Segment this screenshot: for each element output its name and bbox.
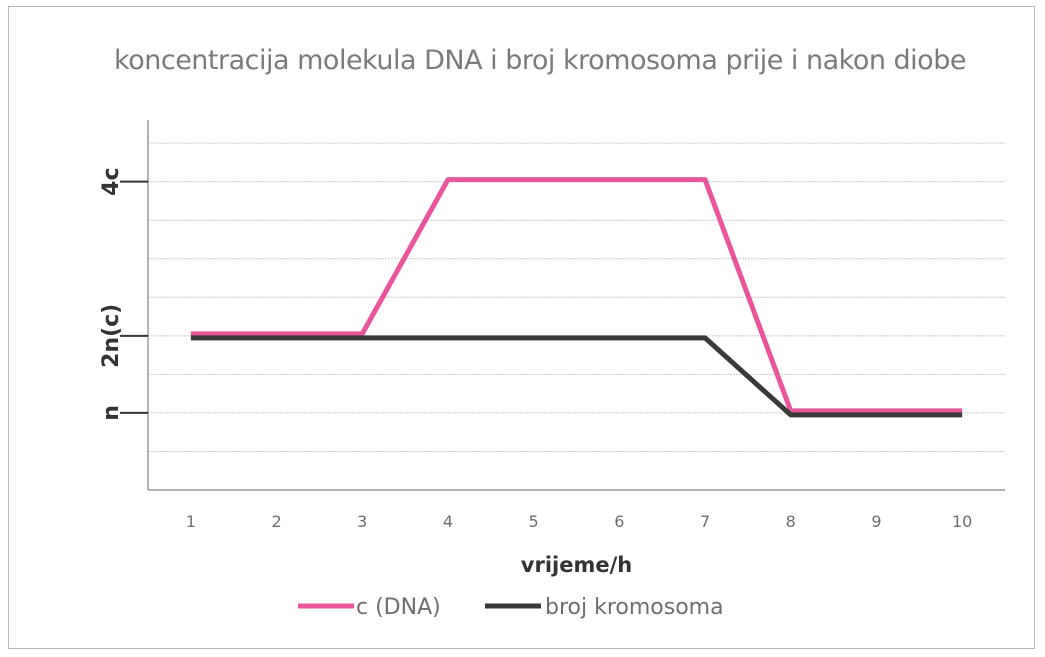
x-tick-label: 8 <box>786 512 796 531</box>
x-tick-label: 4 <box>443 512 453 531</box>
x-tick-label: 7 <box>700 512 710 531</box>
legend-label: broj kromosoma <box>545 595 724 620</box>
y-tick-label: n <box>99 405 124 421</box>
legend-label: c (DNA) <box>356 595 441 620</box>
series-line <box>190 177 963 414</box>
chart-title: koncentracija molekula DNA i broj kromos… <box>114 45 966 76</box>
series-line <box>190 335 963 418</box>
chart-frame <box>8 6 1035 649</box>
x-tick-label: 6 <box>614 512 624 531</box>
x-tick-label: 3 <box>357 512 367 531</box>
x-tick-label: 9 <box>871 512 881 531</box>
x-tick-label: 5 <box>529 512 539 531</box>
x-tick-label: 1 <box>186 512 196 531</box>
x-tick-label: 2 <box>271 512 281 531</box>
x-tick-label: 10 <box>952 512 972 531</box>
y-tick-label: 4c <box>99 167 124 195</box>
y-tick-label: 2n(c) <box>99 304 124 368</box>
x-axis-title: vrijeme/h <box>521 553 632 577</box>
